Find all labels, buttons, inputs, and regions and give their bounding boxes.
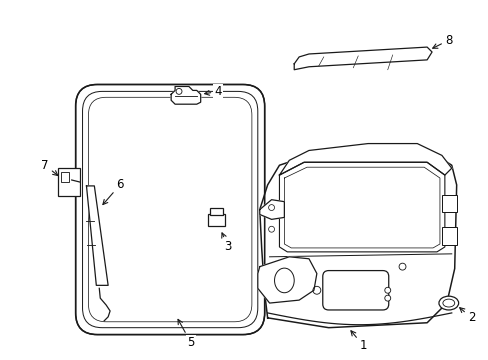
Circle shape [268,204,274,211]
Circle shape [384,287,390,293]
Polygon shape [279,162,444,252]
Text: 7: 7 [41,159,58,175]
Circle shape [398,263,405,270]
Polygon shape [86,186,108,285]
Text: 6: 6 [102,179,123,204]
Circle shape [384,295,390,301]
Text: 3: 3 [222,233,231,253]
Polygon shape [294,47,431,70]
Circle shape [268,226,274,232]
Circle shape [176,89,182,94]
Ellipse shape [442,299,454,307]
FancyBboxPatch shape [76,85,264,334]
Polygon shape [279,144,451,175]
Polygon shape [171,86,200,104]
Bar [207,215,225,226]
Text: 1: 1 [350,331,366,352]
Polygon shape [257,257,316,303]
Bar [58,168,80,196]
Text: 5: 5 [178,319,194,349]
Circle shape [312,286,320,294]
Polygon shape [259,148,456,328]
Bar [61,172,69,182]
Text: 4: 4 [204,85,222,98]
Bar [441,227,456,245]
Bar [441,195,456,212]
FancyBboxPatch shape [322,271,388,310]
Text: 8: 8 [432,34,451,48]
Bar [209,208,223,215]
Polygon shape [259,200,284,219]
Ellipse shape [438,296,458,310]
Text: 2: 2 [459,308,474,324]
